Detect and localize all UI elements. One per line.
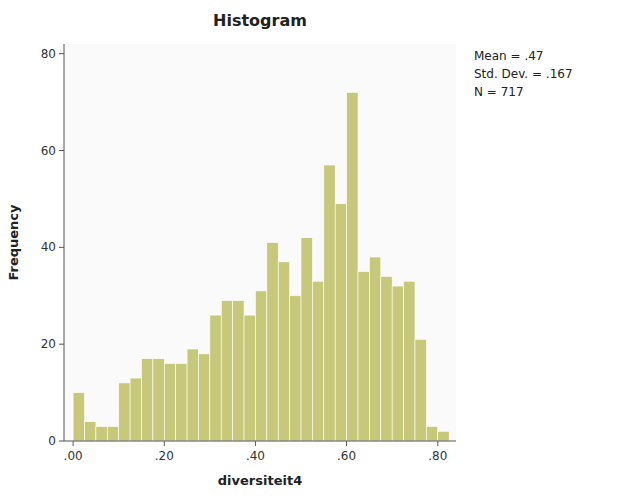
page: {"chart_data": {"type": "histogram", "ti… [0, 0, 626, 501]
bars [73, 92, 449, 441]
y-tick-label: 40 [41, 240, 56, 254]
y-axis-line [64, 44, 65, 441]
bar [176, 364, 187, 441]
bar [187, 349, 198, 441]
bar [210, 315, 221, 441]
bar [312, 281, 323, 441]
y-tick [59, 150, 64, 151]
x-tick [346, 441, 347, 446]
title: Histogram [213, 11, 307, 30]
x-axis-line [64, 441, 456, 442]
bar [119, 383, 130, 441]
y-tick [59, 441, 64, 442]
bar [426, 426, 437, 441]
x-tick-label: .20 [155, 449, 174, 463]
bar [153, 359, 164, 441]
y-tick [59, 247, 64, 248]
x-tick [73, 441, 74, 446]
bar [221, 301, 232, 441]
x-tick-label: .60 [337, 449, 356, 463]
axes: .00 .20 .40 .60 .80 0 20 40 60 80 [41, 44, 456, 463]
x-tick-label: .40 [246, 449, 265, 463]
bar [233, 301, 244, 441]
bar [404, 281, 415, 441]
bar [255, 291, 266, 441]
bar [324, 165, 335, 441]
bar [164, 364, 175, 441]
bar [347, 92, 358, 441]
bar [73, 393, 84, 441]
x-axis-label: diversiteit4 [218, 473, 302, 488]
y-tick [59, 53, 64, 54]
x-tick [255, 441, 256, 446]
bar [358, 272, 369, 441]
annotation: N = 717 [474, 85, 524, 99]
plot-area [64, 44, 456, 441]
annotation: Mean = .47 [474, 49, 543, 63]
bar [415, 339, 426, 441]
bar [130, 378, 141, 441]
bar [198, 354, 209, 441]
bar [392, 286, 403, 441]
bar [381, 276, 392, 441]
x-tick-label: .00 [64, 449, 83, 463]
bar [85, 422, 96, 441]
x-tick-label: .80 [428, 449, 447, 463]
bar [290, 296, 301, 441]
chart: .00 .20 .40 .60 .80 0 20 40 60 80 Histogram diversi… [0, 0, 626, 501]
y-tick-label: 60 [41, 144, 56, 158]
bar [141, 359, 152, 441]
y-tick-label: 20 [41, 337, 56, 351]
y-axis-label: Frequency [6, 204, 21, 281]
bar [438, 431, 449, 441]
stats: Mean = .47 Std. Dev. = .167 N = 717 [474, 49, 573, 99]
bar [244, 315, 255, 441]
bar [278, 262, 289, 441]
y-tick-label: 80 [41, 47, 56, 61]
bar [301, 238, 312, 441]
bar [267, 243, 278, 442]
x-tick [437, 441, 438, 446]
bar [335, 204, 346, 441]
y-tick-label: 0 [48, 434, 56, 448]
bar [369, 257, 380, 441]
bar [107, 426, 118, 441]
annotation: Std. Dev. = .167 [474, 67, 573, 81]
x-tick [164, 441, 165, 446]
y-tick [59, 344, 64, 345]
bar [96, 426, 107, 441]
